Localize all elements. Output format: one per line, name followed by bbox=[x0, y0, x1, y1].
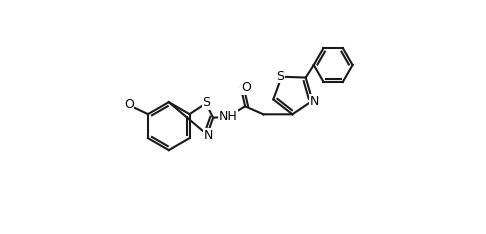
Text: O: O bbox=[241, 81, 251, 94]
Text: S: S bbox=[277, 69, 284, 83]
Text: S: S bbox=[202, 96, 210, 109]
Text: N: N bbox=[310, 95, 319, 108]
Text: N: N bbox=[204, 129, 213, 142]
Text: O: O bbox=[124, 98, 134, 111]
Text: NH: NH bbox=[219, 110, 237, 123]
